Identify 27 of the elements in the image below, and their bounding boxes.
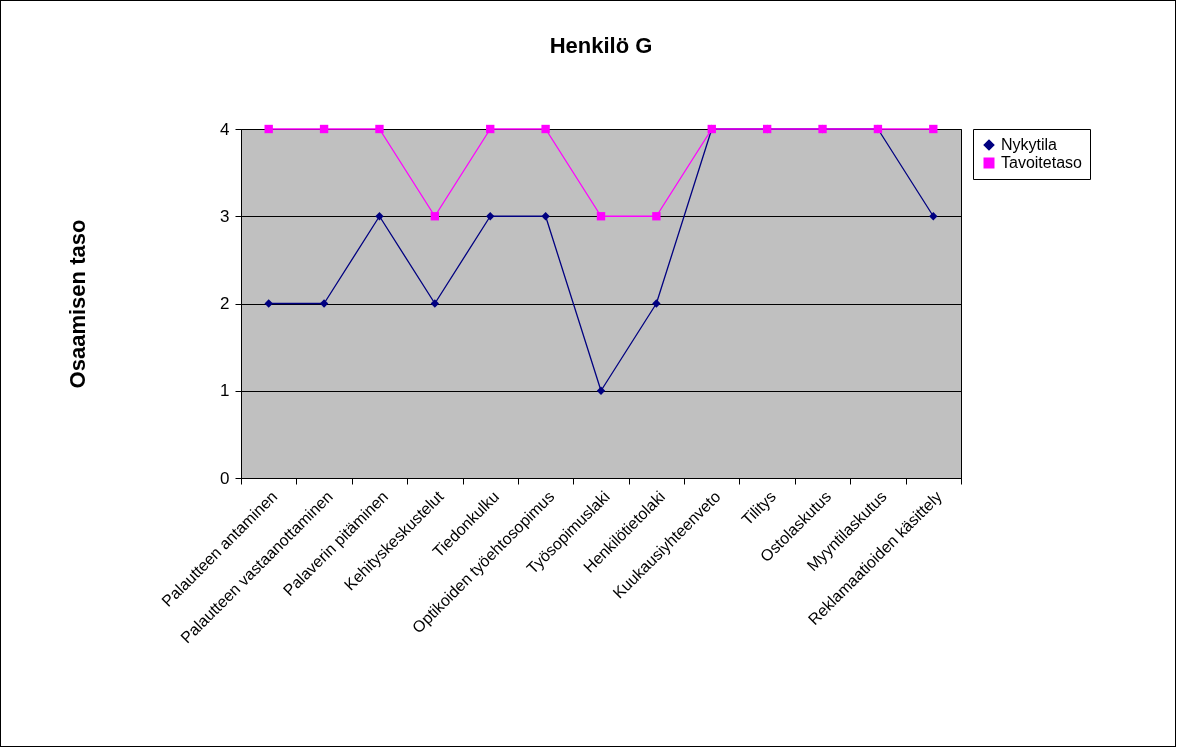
- point: [375, 212, 384, 221]
- point: [541, 124, 550, 134]
- point: [652, 212, 661, 221]
- point: [264, 124, 273, 134]
- point: [319, 124, 329, 134]
- y-tick-label: 0: [220, 468, 230, 488]
- y-tick-label: 3: [220, 206, 230, 226]
- point: [375, 124, 384, 134]
- point: [486, 212, 495, 221]
- point: [596, 212, 606, 221]
- legend-label: Tavoitetaso: [1001, 154, 1083, 171]
- y-axis-title: Osaamisen taso: [65, 219, 91, 389]
- point: [264, 299, 273, 308]
- point: [929, 212, 938, 221]
- legend-label: Nykytila: [1001, 136, 1058, 153]
- y-tick-label: 2: [220, 294, 230, 313]
- chart-title: Henkilö G: [549, 33, 653, 58]
- point: [430, 212, 440, 221]
- y-tick-label: 4: [220, 119, 230, 139]
- point: [430, 299, 440, 308]
- point: [486, 124, 495, 134]
- point: [929, 124, 938, 134]
- y-tick-label: 1: [220, 381, 230, 401]
- point: [596, 386, 606, 395]
- point: [652, 299, 661, 308]
- point: [319, 299, 329, 308]
- point: [541, 212, 550, 221]
